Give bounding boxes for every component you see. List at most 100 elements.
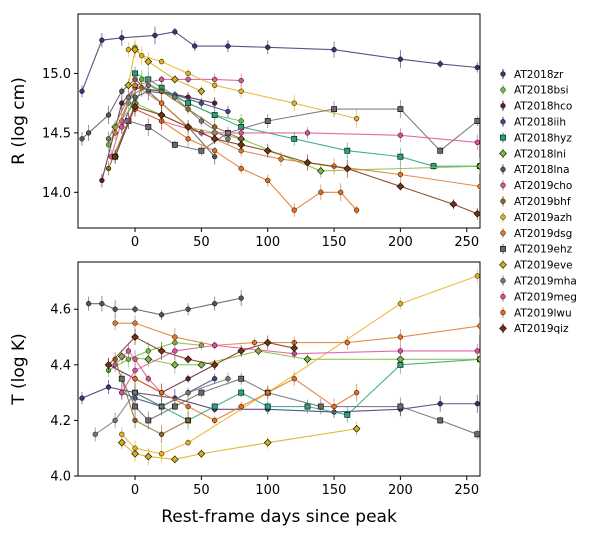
data-point (264, 403, 271, 410)
data-point (238, 375, 245, 382)
series-AT2019qiz (104, 329, 299, 372)
data-point (237, 347, 246, 355)
legend-label: AT2018zr (514, 69, 564, 81)
data-point (117, 438, 126, 447)
data-point (265, 177, 271, 184)
data-point (212, 342, 218, 349)
data-point (184, 123, 192, 131)
data-point (291, 207, 297, 213)
legend-label: AT2018iih (514, 117, 566, 129)
data-point (397, 106, 404, 113)
data-point (185, 417, 191, 424)
data-point (131, 45, 139, 54)
radius-plot-area (79, 26, 480, 220)
data-point (212, 148, 218, 154)
x-tick-label: 200 (388, 235, 413, 250)
data-point (212, 154, 218, 160)
x-tick-label: 50 (193, 483, 210, 498)
data-point (85, 301, 92, 307)
series-AT2018zr (79, 26, 480, 98)
data-point (210, 361, 219, 369)
legend-marker (500, 119, 506, 125)
data-point (397, 171, 404, 178)
y-tick-label: 15.0 (42, 67, 71, 82)
legend-marker (500, 71, 506, 77)
legend-item: AT2019cho (500, 180, 572, 192)
legend-marker (499, 260, 507, 269)
legend-marker (500, 230, 506, 236)
data-point (131, 449, 139, 458)
data-point (197, 87, 206, 96)
data-point (144, 355, 153, 364)
panel-radius-frame (77, 13, 481, 229)
data-point (430, 163, 437, 170)
data-point (437, 147, 444, 154)
data-point (157, 347, 166, 355)
data-point (145, 82, 151, 88)
data-point (211, 403, 218, 410)
data-point (158, 100, 165, 106)
data-point (225, 43, 231, 49)
data-point (79, 395, 85, 401)
x-tick-label: 0 (131, 483, 139, 498)
data-point (264, 118, 271, 124)
data-point (198, 118, 205, 124)
y-tick-label: 4.4 (50, 358, 71, 373)
legend-item: AT2019dsg (500, 228, 572, 240)
legend-marker (500, 134, 506, 141)
series-line (134, 72, 480, 167)
series-line (108, 84, 229, 140)
data-point (476, 162, 480, 171)
data-point (225, 108, 231, 115)
legend-item: AT2018zr (500, 69, 564, 81)
data-point (338, 189, 344, 195)
data-point (92, 431, 98, 437)
data-point (158, 58, 165, 65)
legend-item: AT2018iih (500, 117, 566, 129)
data-point (238, 130, 244, 136)
data-point (212, 82, 218, 88)
data-point (145, 376, 151, 382)
data-point (263, 338, 272, 347)
legend-label: AT2019meg (514, 291, 577, 303)
data-point (303, 355, 312, 364)
data-point (477, 323, 480, 329)
data-point (145, 124, 152, 130)
legend-marker (500, 103, 506, 109)
data-point (212, 100, 218, 106)
series-line (128, 46, 357, 120)
data-point (437, 61, 443, 67)
series-AT2019mha (105, 76, 231, 146)
data-point (105, 112, 112, 118)
x-axis-label: Rest-frame days since peak (161, 507, 397, 527)
data-point (397, 56, 404, 62)
x-tick-label: 0 (131, 235, 139, 250)
data-point (353, 389, 360, 396)
legend-item: AT2018lna (500, 164, 570, 176)
x-tick-label: 100 (255, 483, 280, 498)
data-point (198, 147, 205, 154)
data-point (198, 389, 205, 396)
data-point (290, 344, 299, 352)
data-point (132, 417, 138, 424)
data-point (474, 118, 480, 124)
data-point (474, 401, 480, 407)
data-point (304, 130, 311, 136)
data-point (112, 417, 118, 424)
data-point (119, 389, 125, 396)
data-point (265, 389, 271, 396)
data-point (158, 76, 165, 83)
data-point (171, 141, 178, 148)
temperature-y-axis-label: T (log K) (9, 333, 29, 406)
data-point (145, 417, 152, 424)
data-point (157, 111, 166, 119)
series-AT2019lwu (132, 102, 360, 218)
data-point (331, 106, 337, 113)
data-point (144, 57, 153, 66)
data-point (192, 43, 198, 49)
legend-marker (500, 278, 506, 284)
data-point (263, 438, 272, 447)
data-point (238, 389, 245, 396)
legend-label: AT2019qiz (514, 323, 569, 335)
data-point (131, 333, 139, 341)
